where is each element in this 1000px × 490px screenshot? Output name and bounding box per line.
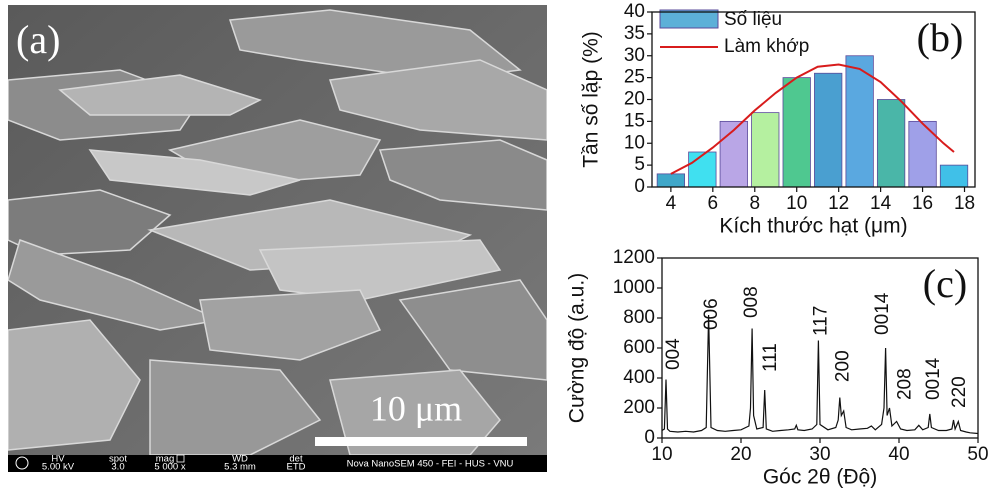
bar (689, 152, 716, 187)
y-tick-label: 30 (624, 45, 645, 66)
info-value: 5.3 mm (224, 462, 256, 473)
y-tick-label: 5 (634, 154, 645, 175)
panel-label: (c) (923, 261, 967, 306)
y-tick-label: 200 (623, 397, 655, 418)
info-value: ETD (287, 462, 306, 473)
peak-label: 208 (894, 368, 915, 400)
bar (752, 113, 779, 187)
scale-bar (315, 437, 527, 446)
y-axis-title: Cường độ (a.u.) (566, 273, 589, 423)
y-tick-label: 35 (624, 23, 645, 44)
info-value: 3.0 (111, 462, 124, 473)
x-tick-label: 8 (749, 193, 760, 214)
x-tick-label: 6 (708, 193, 719, 214)
bar (814, 73, 841, 187)
y-tick-label: 15 (624, 110, 645, 131)
y-tick-label: 800 (623, 307, 655, 328)
legend-swatch (660, 10, 718, 28)
bar (783, 78, 810, 187)
x-axis-title: Kích thước hạt (μm) (719, 215, 907, 238)
x-axis-title: Góc 2θ (Độ) (763, 466, 877, 489)
y-tick-label: 600 (623, 337, 655, 358)
x-tick-label: 18 (954, 193, 975, 214)
bar (940, 165, 967, 187)
panel-label: (b) (917, 15, 964, 60)
x-tick-label: 40 (888, 444, 909, 465)
y-tick-label: 40 (624, 1, 645, 22)
peak-label: 004 (663, 338, 684, 370)
x-tick-label: 30 (809, 444, 830, 465)
bar (657, 174, 684, 187)
peak-label: 0014 (923, 357, 944, 400)
x-tick-label: 12 (828, 193, 849, 214)
y-tick-label: 25 (624, 67, 645, 88)
peak-label: 117 (811, 306, 832, 336)
peak-label: 200 (833, 350, 854, 382)
x-tick-label: 14 (870, 193, 892, 214)
body: { "sem_image": { "label": "(a)", "scale_… (0, 0, 1000, 490)
bar (909, 121, 936, 187)
instrument: Nova NanoSEM 450 - FEI - HUS - VNU (347, 459, 514, 470)
peak-label: 006 (701, 298, 722, 330)
x-tick-label: 50 (967, 444, 988, 465)
x-tick-label: 10 (651, 444, 672, 465)
peak-label: 008 (741, 286, 762, 318)
scale-bar-label: 10 μm (370, 388, 462, 428)
y-tick-label: 10 (624, 132, 645, 153)
info-value: 5 000 x (154, 462, 185, 473)
peak-label: 0014 (872, 292, 893, 335)
x-tick-label: 20 (730, 444, 751, 465)
panel-label: (a) (16, 17, 60, 62)
x-tick-label: 4 (666, 193, 677, 214)
info-value: 5.00 kV (42, 462, 75, 473)
y-tick-label: 0 (634, 176, 645, 197)
x-tick-label: 16 (912, 193, 933, 214)
bar (877, 100, 904, 188)
y-tick-label: 400 (623, 367, 655, 388)
y-tick-label: 1000 (613, 277, 655, 298)
page: Figure html, body { margin: 0; padding: … (0, 0, 1000, 490)
peak-label: 220 (949, 376, 970, 408)
legend-label: Làm khớp (724, 36, 809, 57)
figure: (a) 10 μm HV 5.00 kV spot 3.0 mag 5 000 … (0, 0, 1000, 490)
y-tick-label: 20 (624, 89, 645, 110)
y-tick-label: 1200 (613, 247, 655, 268)
x-tick-label: 10 (786, 193, 807, 214)
y-axis-title: Tần số lặp (%) (580, 31, 603, 168)
peak-label: 111 (760, 343, 781, 372)
sem-image: (a) 10 μm (8, 5, 547, 455)
sem-info-bar: HV 5.00 kV spot 3.0 mag 5 000 x WD 5.3 m… (8, 454, 547, 473)
